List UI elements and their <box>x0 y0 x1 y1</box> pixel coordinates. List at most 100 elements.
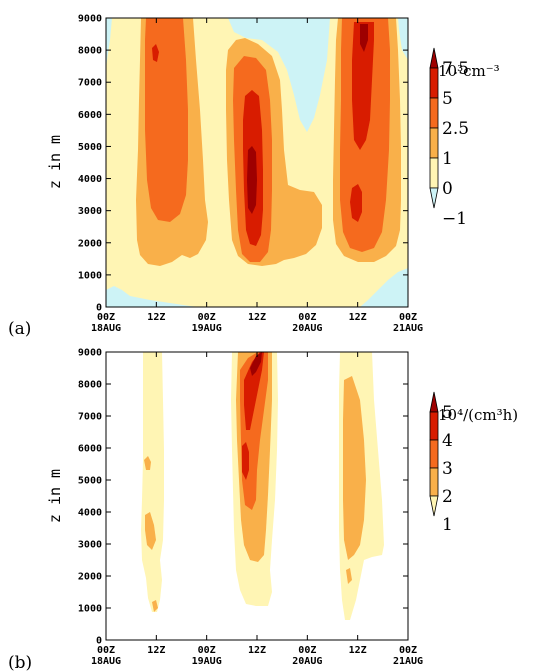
panel-a-y-ticks: 0 1000 2000 3000 4000 5000 6000 7000 8000 9000 <box>78 14 408 314</box>
x-tick-label: 00Z <box>399 312 417 323</box>
panel-a-field <box>106 18 408 307</box>
y-tick-label: 8000 <box>78 380 102 391</box>
panel-a-negative-region-mid-top <box>228 18 330 132</box>
x-tick-label: 00Z <box>298 312 316 323</box>
x-tick-label: 00Z <box>399 645 417 656</box>
x-tick-label: 12Z <box>248 645 266 656</box>
colorbar-level-label: 5 <box>442 403 453 423</box>
colorbar-top-triangle <box>429 391 439 413</box>
panel-a-colorbar: 7.5 5 2.5 1 0 −1 <box>429 47 469 229</box>
panel-a-contour-darkred-2 <box>360 24 368 52</box>
panel-a-contour-red-4 <box>350 184 362 222</box>
panel-a-negative-region-right-top <box>398 18 408 60</box>
colorbar-top-triangle <box>429 47 439 69</box>
panel-b-label: (b) <box>8 653 32 671</box>
y-tick-label: 1000 <box>78 604 102 615</box>
panel-b-colorbar-unit: 10⁴/(cm³h) <box>438 406 518 424</box>
y-tick-label: 6000 <box>78 444 102 455</box>
panel-b-ylabel: z in m <box>46 469 64 523</box>
colorbar-swatch <box>429 127 439 159</box>
panel-b-contour-darkred-1 <box>250 352 262 376</box>
y-tick-label: 2000 <box>78 238 102 249</box>
panel-b: 0 1000 2000 3000 4000 5000 6000 7000 8000 9000 00… <box>8 348 518 671</box>
colorbar-swatch <box>429 67 439 99</box>
y-tick-label: 4000 <box>78 508 102 519</box>
colorbar-level-label: 2.5 <box>442 119 469 139</box>
panel-b-contour-red-2 <box>242 442 249 480</box>
x-tick-date-label: 21AUG <box>393 323 423 334</box>
x-tick-date-label: 21AUG <box>393 656 423 667</box>
colorbar-level-label: 5 <box>442 89 453 109</box>
y-tick-label: 7000 <box>78 412 102 423</box>
y-tick-label: 9000 <box>78 348 102 359</box>
colorbar-bottom-triangle <box>429 495 439 517</box>
x-tick-label: 12Z <box>349 645 367 656</box>
y-tick-label: 5000 <box>78 142 102 153</box>
panel-a-contour-orange-1 <box>145 18 188 222</box>
y-tick-label: 3000 <box>78 540 102 551</box>
panel-b-contour-orange-light-5 <box>343 376 366 560</box>
colorbar-level-label: 2 <box>442 487 453 507</box>
x-tick-date-label: 20AUG <box>292 323 322 334</box>
panel-a-negative-region-bottom-left <box>106 286 200 307</box>
colorbar-swatch <box>429 97 439 129</box>
x-tick-label: 00Z <box>198 312 216 323</box>
panel-a-label: (a) <box>8 319 31 339</box>
colorbar-swatch <box>429 467 439 497</box>
x-tick-label: 12Z <box>248 312 266 323</box>
colorbar-level-label: 1 <box>442 149 453 169</box>
y-tick-label: 2000 <box>78 572 102 583</box>
panel-b-y-ticks: 0 1000 2000 3000 4000 5000 6000 7000 8000 9000 <box>78 348 408 647</box>
x-tick-date-label: 19AUG <box>192 656 222 667</box>
colorbar-level-label: 4 <box>442 431 453 451</box>
x-tick-label: 00Z <box>298 645 316 656</box>
panel-a-colorbar-unit: 10³cm⁻³ <box>438 62 500 80</box>
y-tick-label: 5000 <box>78 476 102 487</box>
colorbar-level-label: 1 <box>442 515 453 535</box>
panel-a-ylabel: z in m <box>46 135 64 189</box>
panel-a-negative-region-left-top <box>106 18 112 70</box>
y-tick-label: 6000 <box>78 110 102 121</box>
x-tick-label: 12Z <box>147 645 165 656</box>
x-tick-label: 12Z <box>147 312 165 323</box>
panel-a-contour-red-3 <box>352 22 374 150</box>
panel-a-contour-darkred-1 <box>247 146 257 214</box>
panel-b-contour-orange-light-2 <box>145 512 156 550</box>
y-tick-label: 0 <box>96 303 102 314</box>
colorbar-swatch <box>429 439 439 469</box>
panel-b-contour-band-1 <box>141 352 164 612</box>
colorbar-swatch <box>429 411 439 441</box>
y-tick-label: 0 <box>96 636 102 647</box>
y-tick-label: 3000 <box>78 206 102 217</box>
colorbar-level-label: 0 <box>442 179 453 199</box>
y-tick-label: 1000 <box>78 270 102 281</box>
x-tick-date-label: 18AUG <box>91 656 121 667</box>
y-tick-label: 9000 <box>78 14 102 25</box>
panel-b-contour-orange-light-3 <box>152 600 158 612</box>
colorbar-bottom-triangle <box>429 187 439 209</box>
panel-b-contour-red-1 <box>244 352 264 430</box>
x-tick-date-label: 18AUG <box>91 323 121 334</box>
panel-b-contour-orange-light-1 <box>144 456 151 470</box>
x-tick-label: 00Z <box>97 312 115 323</box>
panel-a-negative-region-bottom-right <box>360 268 408 307</box>
colorbar-level-label: 3 <box>442 459 453 479</box>
colorbar-level-label: 7.5 <box>442 59 469 79</box>
panel-b-field <box>106 352 408 640</box>
panel-b-colorbar: 5 4 3 2 1 <box>429 391 453 535</box>
colorbar-level-label: −1 <box>442 209 467 229</box>
panel-b-contour-orange-light-6 <box>346 568 352 584</box>
y-tick-label: 8000 <box>78 46 102 57</box>
x-tick-label: 00Z <box>97 645 115 656</box>
y-tick-label: 4000 <box>78 174 102 185</box>
panel-a-contour-red-1 <box>152 44 159 62</box>
x-tick-date-label: 20AUG <box>292 656 322 667</box>
y-tick-label: 7000 <box>78 78 102 89</box>
x-tick-date-label: 19AUG <box>192 323 222 334</box>
x-tick-label: 00Z <box>198 645 216 656</box>
colorbar-swatch <box>429 157 439 189</box>
